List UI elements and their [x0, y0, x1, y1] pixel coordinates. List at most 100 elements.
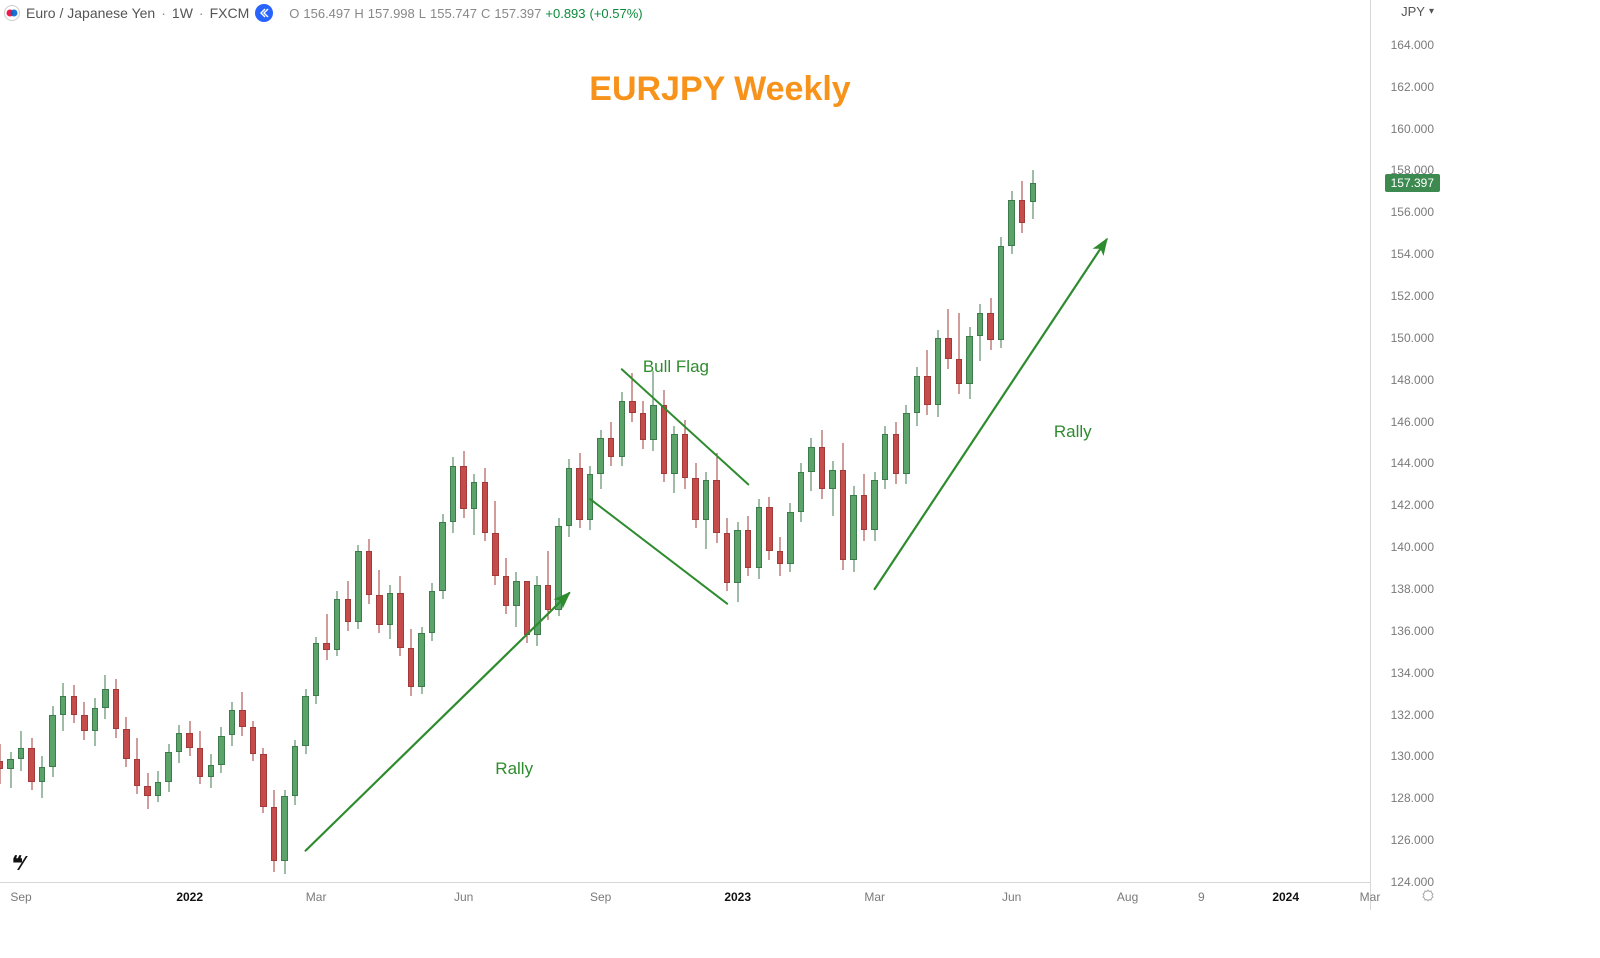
candle [429, 583, 436, 642]
candle [998, 237, 1005, 348]
x-tick-label: Mar [306, 890, 327, 904]
candle [850, 486, 857, 572]
candle [134, 738, 141, 795]
chart-annotation: Bull Flag [643, 357, 709, 377]
candle [492, 501, 499, 585]
candle [682, 420, 689, 489]
candle [376, 570, 383, 633]
candle [524, 602, 531, 644]
candle [871, 472, 878, 541]
candle [935, 330, 942, 418]
price-tag: 157.397 [1385, 174, 1440, 192]
y-tick-label: 126.000 [1391, 833, 1434, 847]
y-tick-label: 146.000 [1391, 415, 1434, 429]
candle [1019, 181, 1026, 233]
candle [313, 637, 320, 704]
candle [260, 748, 267, 813]
candle [766, 497, 773, 560]
x-axis[interactable]: Sep2022MarJunSep2023MarJunAug92024Mar [0, 882, 1370, 910]
candle [271, 790, 278, 872]
x-tick-label: Mar [864, 890, 885, 904]
candle [619, 392, 626, 465]
candle [60, 683, 67, 731]
candle [713, 453, 720, 543]
candle [439, 514, 446, 600]
candle [208, 754, 215, 787]
candle [840, 443, 847, 571]
candle [734, 522, 741, 602]
y-tick-label: 150.000 [1391, 331, 1434, 345]
chart-annotation: Rally [495, 759, 533, 779]
candle [229, 702, 236, 746]
x-tick-label: 2024 [1272, 890, 1299, 904]
y-tick-label: 160.000 [1391, 122, 1434, 136]
candle [334, 591, 341, 656]
y-tick-label: 130.000 [1391, 749, 1434, 763]
x-tick-label: Sep [10, 890, 31, 904]
candle [186, 721, 193, 757]
candle [482, 468, 489, 541]
candle [366, 539, 373, 604]
candle [176, 725, 183, 763]
y-axis[interactable]: 124.000126.000128.000130.000132.000134.0… [1370, 0, 1440, 910]
candle [302, 689, 309, 754]
candle [460, 451, 467, 518]
y-tick-label: 152.000 [1391, 289, 1434, 303]
candle [1030, 170, 1037, 218]
candle [471, 474, 478, 535]
candle [292, 740, 299, 805]
y-tick-label: 162.000 [1391, 80, 1434, 94]
y-tick-label: 156.000 [1391, 205, 1434, 219]
candle [903, 405, 910, 485]
y-tick-label: 148.000 [1391, 373, 1434, 387]
candle [113, 679, 120, 738]
candle [724, 518, 731, 591]
candle [39, 756, 46, 798]
candle [671, 426, 678, 493]
candle [914, 367, 921, 426]
candle [576, 453, 583, 528]
y-tick-label: 136.000 [1391, 624, 1434, 638]
y-tick-label: 134.000 [1391, 666, 1434, 680]
settings-icon[interactable] [1420, 888, 1436, 904]
x-tick-label: 9 [1198, 890, 1205, 904]
candle [777, 537, 784, 577]
candle [566, 459, 573, 536]
candle [829, 461, 836, 515]
y-tick-label: 132.000 [1391, 708, 1434, 722]
candle [345, 581, 352, 631]
candle [49, 706, 56, 777]
candle [408, 629, 415, 696]
candle [71, 685, 78, 723]
x-tick-label: 2023 [724, 890, 751, 904]
y-tick-label: 128.000 [1391, 791, 1434, 805]
chart-plot-area[interactable]: RallyBull FlagRally [0, 0, 1440, 910]
candle [387, 585, 394, 639]
candle [629, 373, 636, 421]
candle [692, 463, 699, 528]
candle [956, 313, 963, 395]
candle [555, 518, 562, 616]
candle [893, 422, 900, 485]
candle [92, 698, 99, 746]
x-tick-label: Aug [1117, 890, 1138, 904]
candle [323, 614, 330, 660]
candle [587, 466, 594, 531]
candle [355, 545, 362, 629]
y-tick-label: 164.000 [1391, 38, 1434, 52]
candle [281, 790, 288, 874]
candle [819, 430, 826, 499]
candle [418, 627, 425, 694]
candle [703, 472, 710, 549]
candle [924, 350, 931, 415]
candle [1008, 191, 1015, 254]
candle [239, 692, 246, 736]
x-tick-label: Sep [590, 890, 611, 904]
candle [545, 551, 552, 620]
candle [756, 499, 763, 579]
candle [534, 576, 541, 645]
chart-container: Euro / Japanese Yen · 1W · FXCM O156.497… [0, 0, 1440, 910]
candle [144, 773, 151, 809]
tradingview-logo: ❝⁄ [12, 851, 22, 876]
candle [165, 744, 172, 792]
